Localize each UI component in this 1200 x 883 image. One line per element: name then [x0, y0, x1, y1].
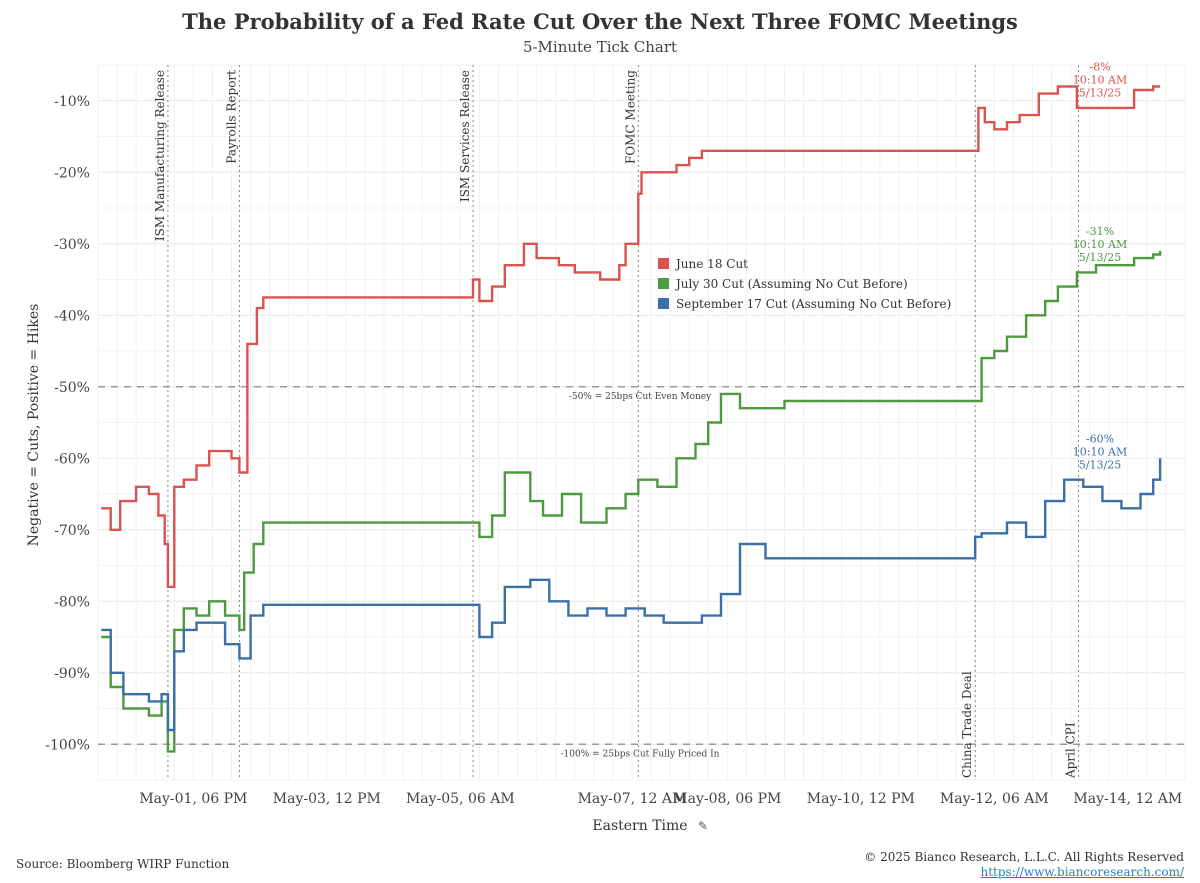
legend-label: July 30 Cut (Assuming No Cut Before) — [674, 277, 908, 291]
x-axis-pin-icon: ✎ — [698, 819, 708, 833]
x-tick-label: May-10, 12 PM — [807, 791, 915, 807]
end-label-text: 5/13/25 — [1079, 251, 1121, 264]
legend-swatch — [658, 298, 669, 309]
legend-label: September 17 Cut (Assuming No Cut Before… — [676, 297, 951, 311]
event-label: China Trade Deal — [960, 671, 974, 778]
y-tick-label: -90% — [54, 666, 90, 682]
reference-label: -100% = 25bps Cut Fully Priced In — [561, 749, 720, 759]
y-axis-label: Negative = Cuts, Positive = Hikes — [26, 304, 42, 547]
legend-swatch — [658, 258, 669, 269]
series-line — [101, 85, 1161, 589]
x-tick-label: May-12, 06 AM — [940, 791, 1049, 807]
reference-lines: -50% = 25bps Cut Even Money -100% = 25bps… — [98, 386, 1185, 759]
event-label: ISM Services Release — [458, 70, 472, 202]
y-tick-label: -30% — [54, 237, 90, 253]
website-link[interactable]: https://www.biancoresearch.com/ — [980, 865, 1184, 879]
end-label-text: -60% — [1086, 432, 1114, 445]
end-labels: -8%10:10 AM5/13/25-31%10:10 AM5/13/25-60… — [1073, 60, 1127, 471]
event-label: ISM Manufacturing Release — [153, 70, 167, 241]
rate-cut-chart: The Probability of a Fed Rate Cut Over t… — [26, 9, 1186, 834]
y-tick-label: -80% — [54, 594, 90, 610]
end-label-text: 10:10 AM — [1073, 73, 1127, 86]
x-tick-label: May-07, 12 AM — [578, 791, 687, 807]
y-tick-label: -60% — [54, 451, 90, 467]
end-label-text: 5/13/25 — [1079, 86, 1121, 99]
copyright-block: © 2025 Bianco Research, L.L.C. All Right… — [864, 850, 1184, 880]
copyright-text: © 2025 Bianco Research, L.L.C. All Right… — [864, 850, 1184, 864]
series-line — [101, 250, 1162, 753]
event-markers: ISM Manufacturing Release Payrolls Report… — [153, 65, 1080, 780]
chart-subtitle: 5-Minute Tick Chart — [523, 38, 677, 56]
event-label: FOMC Meeting — [623, 70, 637, 164]
y-tick-label: -70% — [54, 523, 90, 539]
x-axis-label: Eastern Time — [592, 818, 687, 834]
y-tick-label: -50% — [54, 380, 90, 396]
end-label-text: 10:10 AM — [1073, 238, 1127, 251]
end-label-text: -8% — [1089, 60, 1110, 73]
legend-swatch — [658, 278, 669, 289]
source-note: Source: Bloomberg WIRP Function — [16, 857, 230, 871]
legend: June 18 Cut July 30 Cut (Assuming No Cut … — [658, 257, 951, 311]
grid — [97, 64, 1186, 781]
end-label-text: -31% — [1086, 225, 1114, 238]
axes: -10% -20% -30% -40% -50% -60% -70% -80% -90% -100… — [45, 94, 1182, 807]
chart-title: The Probability of a Fed Rate Cut Over t… — [182, 9, 1018, 34]
x-tick-label: May-14, 12 AM — [1073, 791, 1182, 807]
x-tick-label: May-01, 06 PM — [139, 791, 247, 807]
y-tick-label: -10% — [54, 94, 90, 110]
y-tick-label: -100% — [45, 737, 90, 753]
end-label-text: 5/13/25 — [1079, 458, 1121, 471]
y-tick-label: -40% — [54, 308, 90, 324]
end-label-text: 10:10 AM — [1073, 445, 1127, 458]
series-lines — [101, 85, 1162, 753]
series-line — [101, 458, 1162, 732]
x-tick-label: May-03, 12 PM — [273, 791, 381, 807]
x-tick-label: May-08, 06 PM — [673, 791, 781, 807]
reference-label: -50% = 25bps Cut Even Money — [569, 392, 712, 402]
event-label: Payrolls Report — [224, 70, 238, 164]
legend-label: June 18 Cut — [674, 257, 748, 271]
event-label: April CPI — [1064, 722, 1078, 779]
x-tick-label: May-05, 06 AM — [406, 791, 515, 807]
y-tick-label: -20% — [54, 165, 90, 181]
